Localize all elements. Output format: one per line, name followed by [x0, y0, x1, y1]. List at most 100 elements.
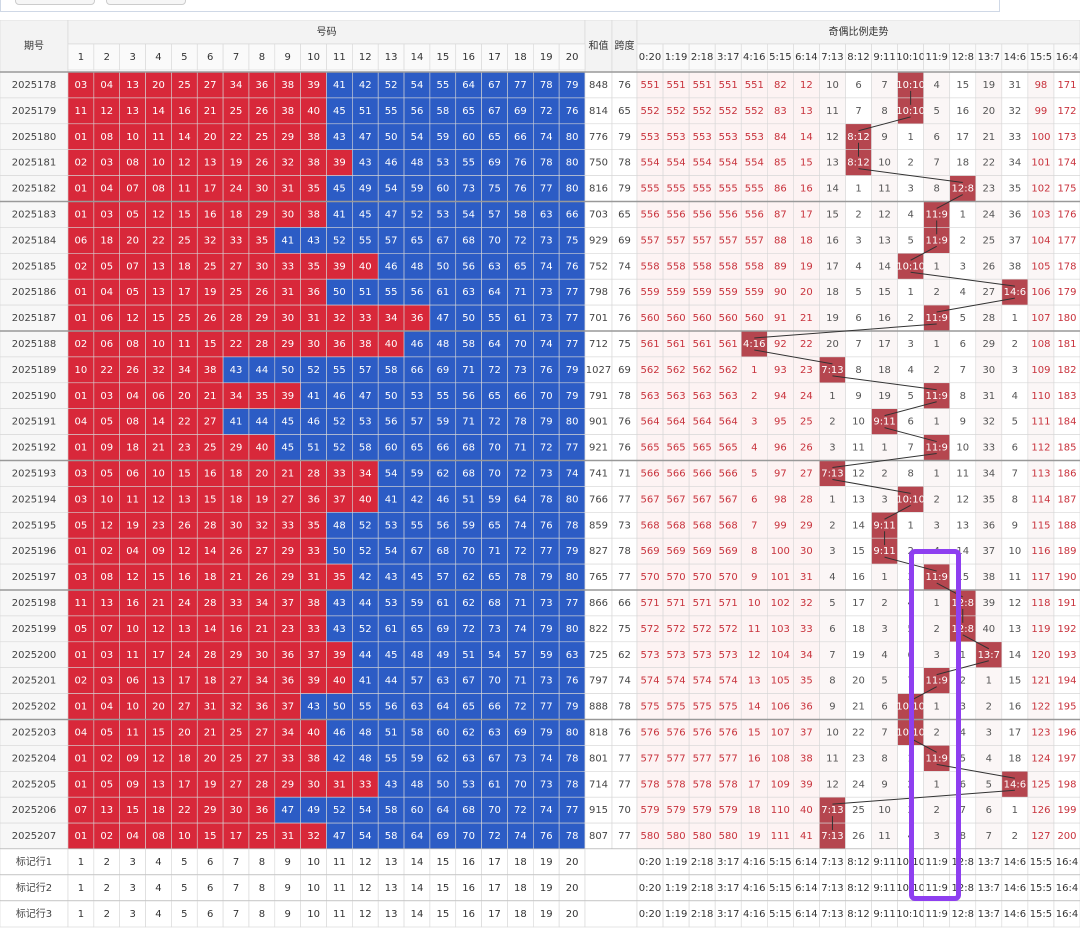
number: 61 [514, 313, 527, 324]
number: 70 [514, 339, 527, 350]
marker-label: 标记行2 [16, 881, 52, 894]
miss-count: 15 [826, 209, 839, 220]
miss-count: 25 [852, 805, 865, 816]
marker-number: 6 [207, 857, 213, 868]
span: 76 [618, 417, 631, 428]
trend-cell [923, 253, 951, 280]
header-cell [1053, 43, 1080, 71]
cell [0, 356, 69, 384]
miss-count: 96 [774, 443, 787, 454]
number: 71 [514, 598, 527, 609]
header-cell [300, 43, 327, 71]
number-cell [93, 71, 120, 99]
miss-count: 569 [667, 546, 686, 557]
miss-count: 565 [667, 443, 686, 454]
number: 59 [488, 494, 501, 505]
trend-cell [636, 149, 664, 176]
hit-label: 10:10 [896, 106, 925, 117]
miss-count: 6 [855, 80, 861, 91]
miss-count: 20 [800, 287, 813, 298]
miss-count: 126 [1031, 805, 1050, 816]
trend-cell [871, 227, 898, 254]
number-cell [507, 304, 534, 332]
number: 72 [540, 106, 553, 117]
number: 80 [566, 494, 579, 505]
button[interactable] [15, 0, 95, 5]
miss-count: 37 [1009, 235, 1022, 246]
button[interactable] [106, 0, 186, 5]
number: 74 [514, 831, 527, 842]
marker-number: 17 [488, 883, 501, 894]
span: 77 [618, 494, 631, 505]
miss-count: 20 [826, 339, 839, 350]
number: 65 [411, 624, 424, 635]
miss-count: 2 [934, 287, 940, 298]
number: 01 [75, 313, 88, 324]
number-cell [93, 253, 120, 280]
number: 77 [566, 805, 579, 816]
miss-count: 11 [956, 468, 969, 479]
number-cell [352, 97, 379, 125]
number: 55 [488, 313, 501, 324]
miss-count: 195 [1057, 702, 1076, 713]
miss-count: 2 [934, 624, 940, 635]
number: 04 [126, 391, 139, 402]
marker-trend: 16:4 [1056, 857, 1078, 868]
trend-cell [897, 201, 924, 228]
trend-cell [975, 382, 1003, 409]
number: 54 [359, 831, 372, 842]
number-cell [403, 201, 431, 228]
number-cell [196, 175, 224, 202]
number: 63 [411, 702, 424, 713]
number: 58 [514, 209, 527, 220]
number: 39 [307, 80, 320, 91]
miss-count: 8 [829, 676, 835, 687]
number-cell [119, 278, 146, 306]
trend-cell [714, 97, 742, 125]
number: 50 [436, 779, 449, 790]
miss-count: 7 [960, 365, 966, 376]
miss-count: 19 [748, 831, 761, 842]
marker-trend: 7:13 [821, 909, 843, 920]
number: 29 [204, 805, 217, 816]
number-cell [119, 227, 146, 254]
miss-count: 94 [774, 391, 787, 402]
miss-count: 107 [1031, 313, 1050, 324]
trend-cell [897, 149, 924, 176]
hit-cell [1001, 278, 1029, 306]
hit-label: 11:9 [925, 235, 947, 246]
trend-cell [923, 408, 951, 435]
number: 06 [100, 339, 113, 350]
miss-count: 111 [771, 831, 790, 842]
trend-cell [793, 278, 820, 306]
miss-count: 9 [1012, 520, 1018, 531]
number: 45 [281, 417, 294, 428]
miss-count: 30 [982, 365, 995, 376]
number: 35 [307, 520, 320, 531]
number: 38 [204, 365, 217, 376]
header-span: 跨度 [615, 39, 635, 52]
miss-count: 2 [907, 546, 913, 557]
span: 76 [618, 313, 631, 324]
number: 57 [411, 417, 424, 428]
trend-cell [714, 460, 742, 487]
number: 68 [488, 598, 501, 609]
miss-count: 570 [719, 572, 738, 583]
number: 41 [281, 235, 294, 246]
number-cell [403, 149, 431, 176]
number: 13 [126, 80, 139, 91]
issue: 2025179 [12, 106, 57, 117]
number: 65 [488, 391, 501, 402]
miss-count: 8 [1012, 494, 1018, 505]
trend-cell [871, 123, 898, 151]
number: 06 [100, 313, 113, 324]
number: 32 [333, 313, 346, 324]
miss-count: 551 [667, 80, 686, 91]
number: 68 [462, 443, 475, 454]
trend-cell [688, 253, 716, 280]
number: 13 [204, 158, 217, 169]
miss-count: 8 [751, 546, 757, 557]
miss-count: 11 [826, 753, 839, 764]
hit-label: 10:10 [896, 727, 925, 738]
